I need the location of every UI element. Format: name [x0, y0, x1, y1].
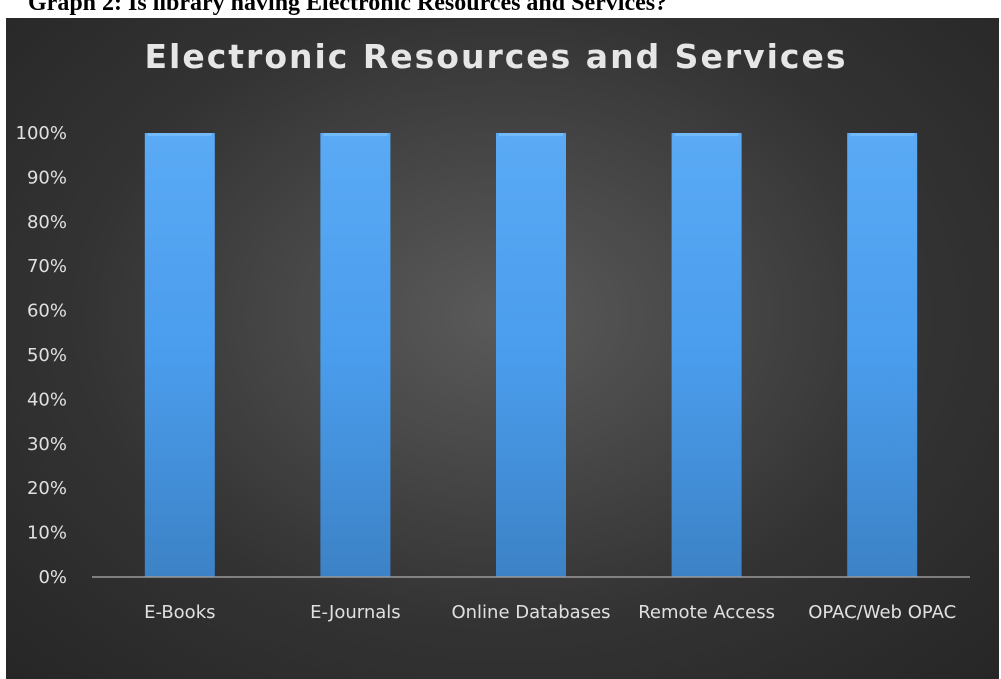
x-category-label: E-Books [144, 602, 215, 623]
figure-caption: Graph 2: Is library having Electronic Re… [28, 0, 668, 16]
y-tick-label: 30% [27, 434, 67, 455]
x-category-label: Online Databases [451, 602, 610, 623]
y-tick-label: 60% [27, 301, 67, 322]
bars [144, 133, 918, 577]
x-category-label: E-Journals [310, 602, 401, 623]
y-tick-label: 100% [16, 123, 67, 144]
y-tick-label: 20% [27, 478, 67, 499]
bar-highlight [147, 133, 212, 136]
bar [671, 133, 742, 577]
bar [847, 133, 918, 577]
y-tick-label: 90% [27, 167, 67, 188]
bar [320, 133, 391, 577]
bar-highlight [850, 133, 915, 136]
y-tick-label: 50% [27, 345, 67, 366]
y-tick-label: 70% [27, 256, 67, 277]
bar-highlight [674, 133, 739, 136]
bar [144, 133, 215, 577]
y-tick-label: 40% [27, 389, 67, 410]
chart-title: Electronic Resources and Services [144, 37, 847, 76]
x-axis: E-Books E-Journals Online Databases Remote … [144, 602, 956, 623]
y-axis: 0% 10% 20% 30% 40% 50% 60% 70% 80% 90% 100% [16, 123, 67, 588]
y-tick-label: 80% [27, 212, 67, 233]
bar-highlight [323, 133, 388, 136]
x-category-label: Remote Access [638, 602, 775, 623]
y-tick-label: 0% [38, 567, 67, 588]
bar-highlight [499, 133, 563, 136]
x-category-label: OPAC/Web OPAC [808, 602, 956, 623]
bar [496, 133, 566, 577]
y-tick-label: 10% [27, 523, 67, 544]
